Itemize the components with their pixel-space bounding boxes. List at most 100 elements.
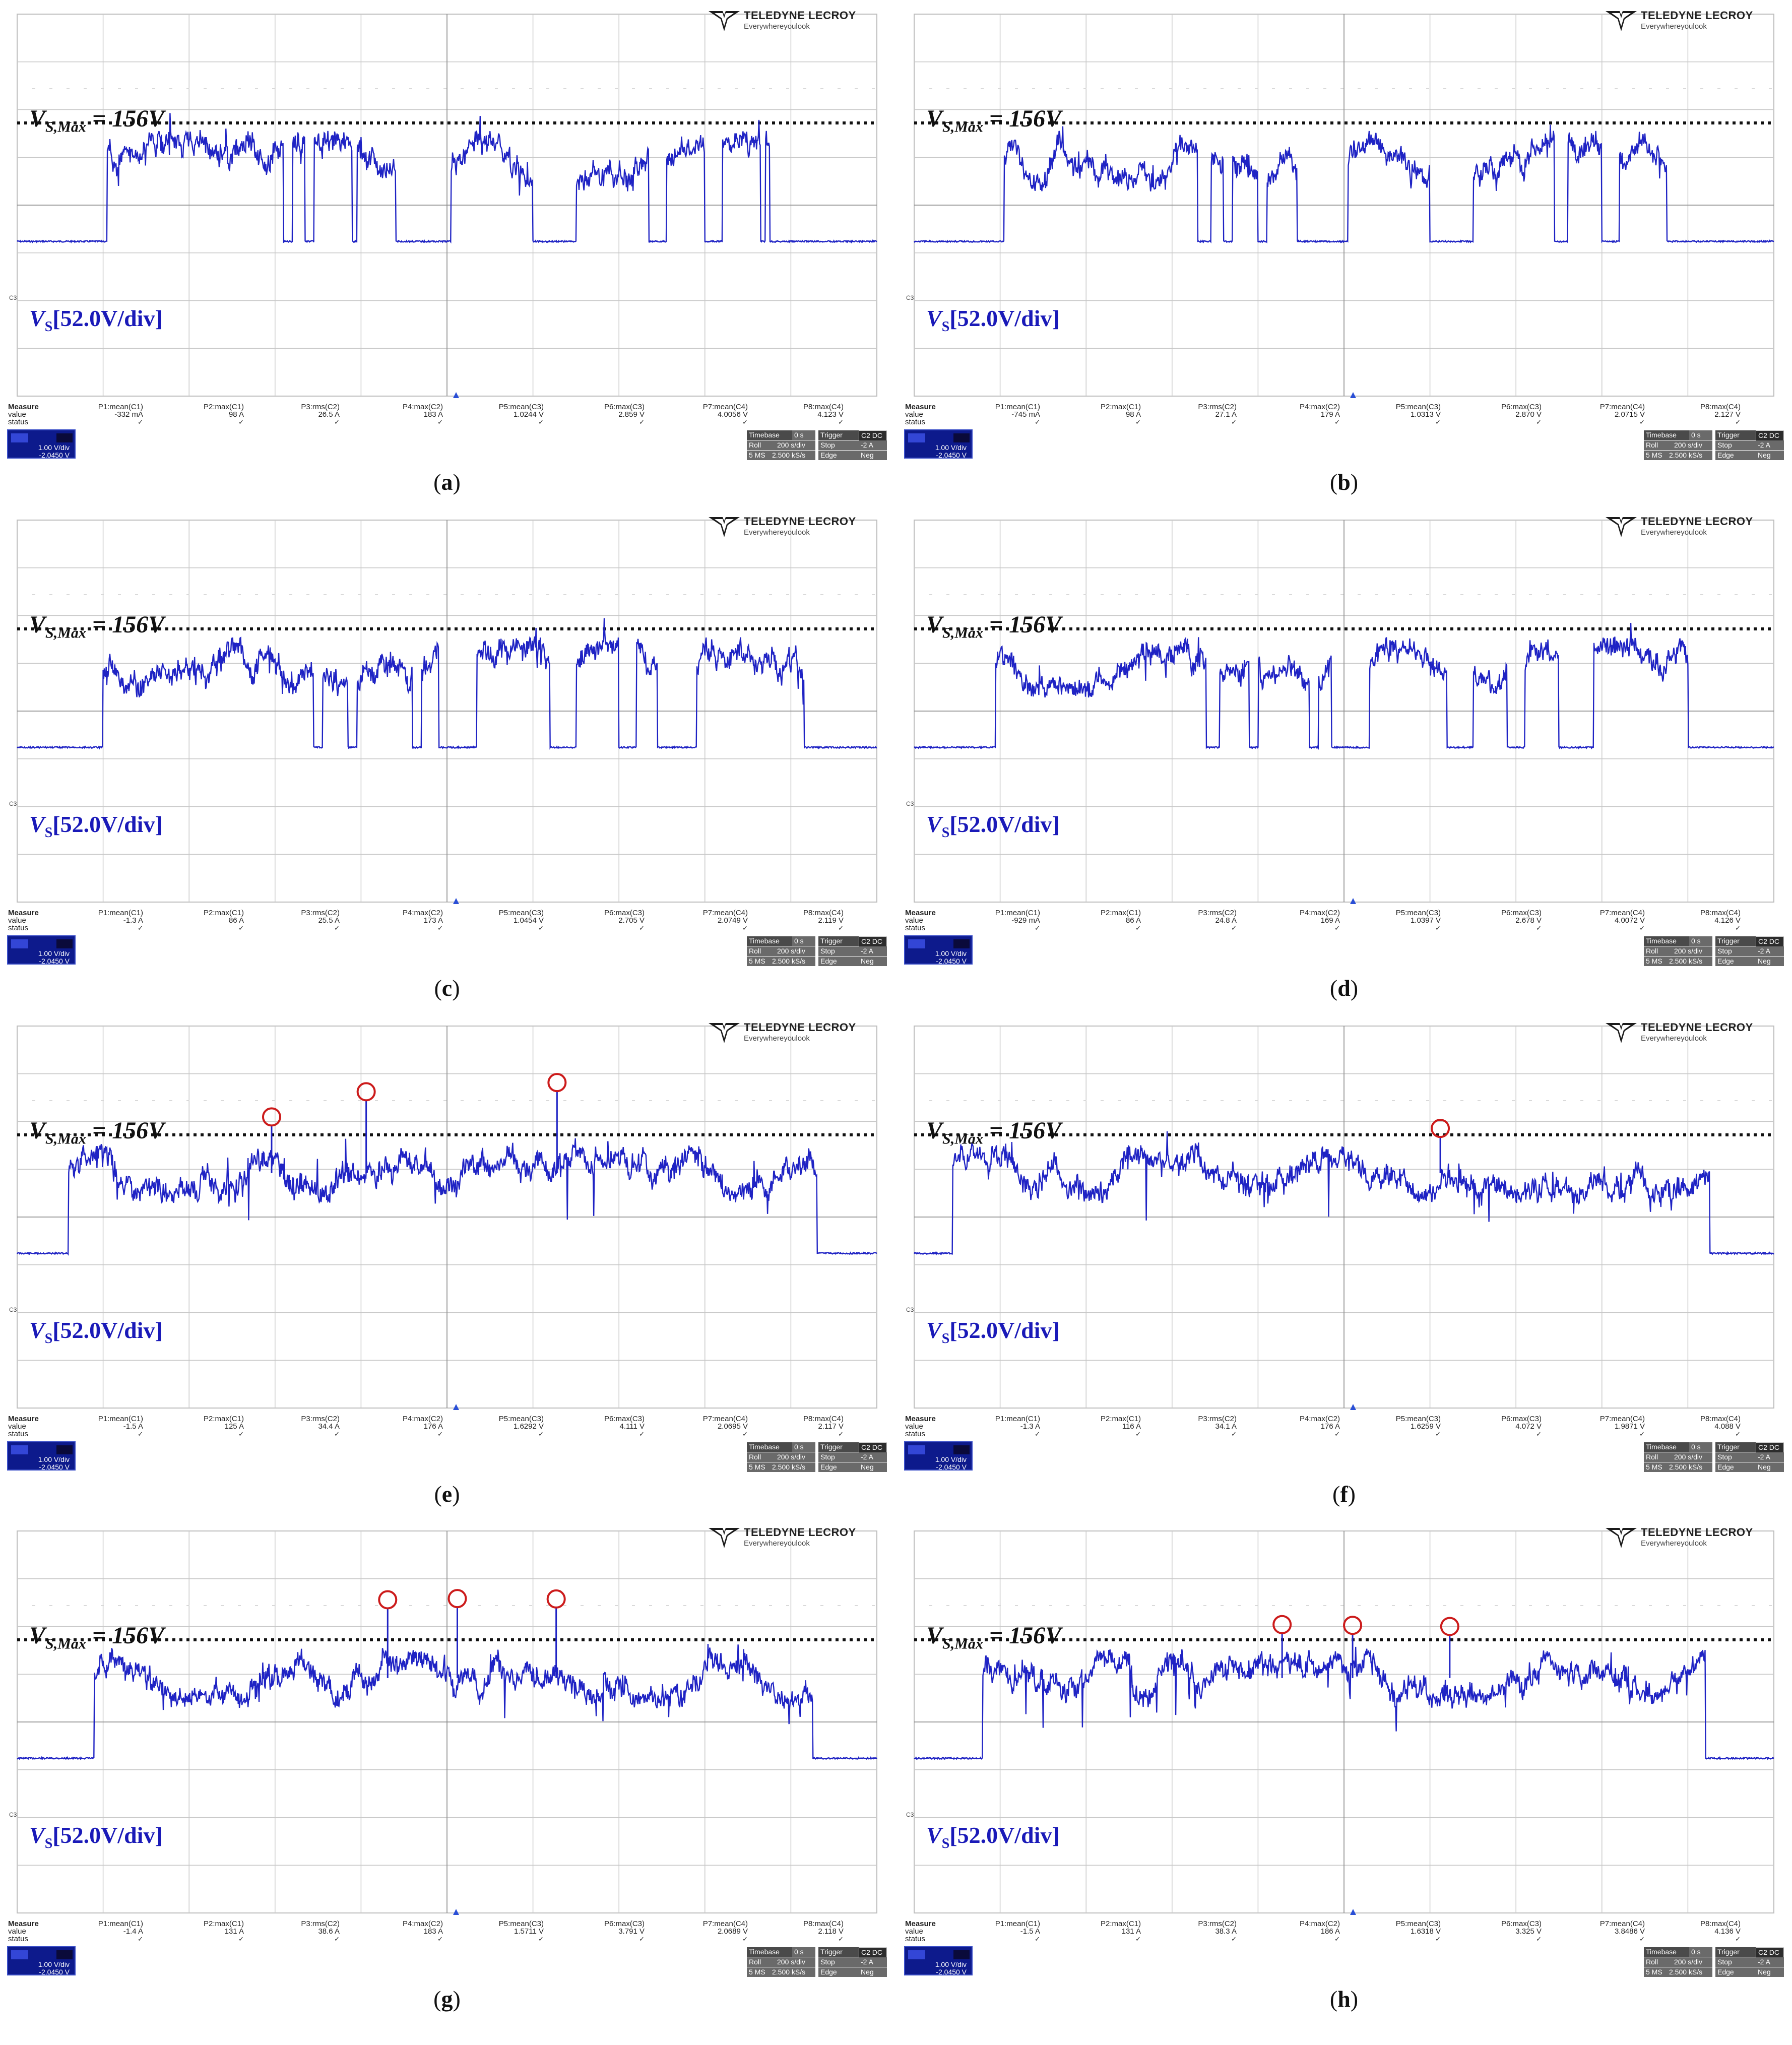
measure-column-5[interactable]: P5:mean(C3) 1.6292 V ✓	[483, 1415, 544, 1438]
measure-column-8[interactable]: P8:max(C4) 4.088 V ✓	[1680, 1415, 1741, 1438]
measure-column-2[interactable]: P2:max(C1) 131 A ✓	[183, 1920, 244, 1943]
timebase-trigger-descriptor[interactable]: Timebase 0 s Trigger C2 DC Roll 200 s/div Stop…	[1644, 1442, 1784, 1473]
measure-column-5[interactable]: P5:mean(C3) 1.0454 V ✓	[483, 909, 544, 932]
measure-column-2[interactable]: P2:max(C1) 125 A ✓	[183, 1415, 244, 1438]
measure-column-7[interactable]: P7:mean(C4) 4.0056 V ✓	[687, 403, 748, 426]
measure-label: Measure	[8, 1415, 39, 1423]
measure-column-3[interactable]: P3:rms(C2) 26.5 A ✓	[279, 403, 340, 426]
measure-column-5[interactable]: P5:mean(C3) 1.0244 V ✓	[483, 403, 544, 426]
measure-column-6[interactable]: P6:max(C3) 4.072 V ✓	[1481, 1415, 1542, 1438]
measure-column-3[interactable]: P3:rms(C2) 38.3 A ✓	[1176, 1920, 1237, 1943]
channel-c3-descriptor[interactable]: 1.00 V/div -2.0450 V	[7, 1946, 76, 1976]
measure-column-6[interactable]: P6:max(C3) 4.111 V ✓	[584, 1415, 645, 1438]
measure-column-1[interactable]: P1:mean(C1) -1.3 A ✓	[83, 909, 143, 932]
channel-c3-descriptor[interactable]: 1.00 V/div -2.0450 V	[904, 429, 973, 459]
measure-column-4[interactable]: P4:max(C2) 176 A ✓	[382, 1415, 443, 1438]
timebase-trigger-descriptor[interactable]: Timebase 0 s Trigger C2 DC Roll 200 s/div Stop…	[747, 1442, 887, 1473]
measure-header: P7:mean(C4)	[702, 1415, 748, 1423]
status-check-icon: ✓	[138, 1935, 143, 1943]
status-check-icon: ✓	[138, 1430, 143, 1438]
measure-column-2[interactable]: P2:max(C1) 98 A ✓	[183, 403, 244, 426]
measure-column-5[interactable]: P5:mean(C3) 1.0397 V ✓	[1380, 909, 1441, 932]
timebase-trigger-descriptor[interactable]: Timebase 0 s Trigger C2 DC Roll 200 s/div Stop…	[1644, 936, 1784, 967]
measure-column-3[interactable]: P3:rms(C2) 27.1 A ✓	[1176, 403, 1237, 426]
measure-column-2[interactable]: P2:max(C1) 86 A ✓	[183, 909, 244, 932]
timebase-delay: 0 s	[792, 1442, 815, 1452]
measure-column-7[interactable]: P7:mean(C4) 2.0749 V ✓	[687, 909, 748, 932]
channel-c3-descriptor[interactable]: 1.00 V/div -2.0450 V	[904, 1441, 973, 1471]
measure-column-7[interactable]: P7:mean(C4) 2.0689 V ✓	[687, 1920, 748, 1943]
measure-column-8[interactable]: P8:max(C4) 2.127 V ✓	[1680, 403, 1741, 426]
teledyne-logo-icon	[709, 1528, 740, 1548]
measure-column-2[interactable]: P2:max(C1) 98 A ✓	[1080, 403, 1141, 426]
measure-column-4[interactable]: P4:max(C2) 173 A ✓	[382, 909, 443, 932]
measure-column-1[interactable]: P1:mean(C1) -332 mA ✓	[83, 403, 143, 426]
vs-scale-value: [52.0V/div]	[949, 1822, 1060, 1848]
timebase-trigger-descriptor[interactable]: Timebase 0 s Trigger C2 DC Roll 200 s/div Stop…	[1644, 1947, 1784, 1977]
status-label: status	[8, 1430, 29, 1438]
measure-column-8[interactable]: P8:max(C4) 4.123 V ✓	[783, 403, 844, 426]
measure-column-7[interactable]: P7:mean(C4) 2.0695 V ✓	[687, 1415, 748, 1438]
status-check-icon: ✓	[1231, 1935, 1237, 1943]
measure-column-7[interactable]: P7:mean(C4) 2.0715 V ✓	[1584, 403, 1645, 426]
channel-c3-descriptor[interactable]: 1.00 V/div -2.0450 V	[7, 429, 76, 459]
measure-column-8[interactable]: P8:max(C4) 2.117 V ✓	[783, 1415, 844, 1438]
measure-column-3[interactable]: P3:rms(C2) 24.8 A ✓	[1176, 909, 1237, 932]
trigger-mode-stop: Stop	[818, 1452, 859, 1462]
measure-column-2[interactable]: P2:max(C1) 86 A ✓	[1080, 909, 1141, 932]
measure-column-2[interactable]: P2:max(C1) 131 A ✓	[1080, 1920, 1141, 1943]
measure-column-1[interactable]: P1:mean(C1) -1.5 A ✓	[83, 1415, 143, 1438]
channel-c3-descriptor[interactable]: 1.00 V/div -2.0450 V	[904, 935, 973, 965]
measure-column-5[interactable]: P5:mean(C3) 1.5711 V ✓	[483, 1920, 544, 1943]
measure-column-4[interactable]: P4:max(C2) 183 A ✓	[382, 1920, 443, 1943]
measure-column-5[interactable]: P5:mean(C3) 1.6318 V ✓	[1380, 1920, 1441, 1943]
status-check-icon: ✓	[1536, 924, 1542, 932]
measure-column-6[interactable]: P6:max(C3) 3.791 V ✓	[584, 1920, 645, 1943]
timebase-trigger-descriptor[interactable]: Timebase 0 s Trigger C2 DC Roll 200 s/div Stop…	[747, 430, 887, 461]
status-check-icon: ✓	[639, 1935, 645, 1943]
measure-column-6[interactable]: P6:max(C3) 2.859 V ✓	[584, 403, 645, 426]
timebase-trigger-descriptor[interactable]: Timebase 0 s Trigger C2 DC Roll 200 s/div Stop…	[1644, 430, 1784, 461]
measure-column-1[interactable]: P1:mean(C1) -1.3 A ✓	[980, 1415, 1040, 1438]
channel-c3-descriptor[interactable]: 1.00 V/div -2.0450 V	[7, 1441, 76, 1471]
channel-c3-descriptor[interactable]: 1.00 V/div -2.0450 V	[7, 935, 76, 965]
measure-column-4[interactable]: P4:max(C2) 183 A ✓	[382, 403, 443, 426]
measure-column-8[interactable]: P8:max(C4) 4.136 V ✓	[1680, 1920, 1741, 1943]
vs-subscript: S	[941, 319, 950, 335]
measure-column-5[interactable]: P5:mean(C3) 1.6259 V ✓	[1380, 1415, 1441, 1438]
timebase-trigger-descriptor[interactable]: Timebase 0 s Trigger C2 DC Roll 200 s/div Stop…	[747, 936, 887, 967]
measure-value: 24.8 A	[1215, 916, 1237, 925]
measure-column-8[interactable]: P8:max(C4) 2.118 V ✓	[783, 1920, 844, 1943]
measure-column-6[interactable]: P6:max(C3) 3.325 V ✓	[1481, 1920, 1542, 1943]
time-per-div: 200 s/div	[775, 1957, 815, 1967]
measure-column-8[interactable]: P8:max(C4) 2.119 V ✓	[783, 909, 844, 932]
measure-column-3[interactable]: P3:rms(C2) 25.5 A ✓	[279, 909, 340, 932]
measure-column-7[interactable]: P7:mean(C4) 3.8486 V ✓	[1584, 1920, 1645, 1943]
caption-open: (	[434, 975, 442, 1001]
caption-open: (	[1329, 975, 1338, 1001]
measure-column-4[interactable]: P4:max(C2) 169 A ✓	[1279, 909, 1340, 932]
measure-column-3[interactable]: P3:rms(C2) 34.1 A ✓	[1176, 1415, 1237, 1438]
timebase-trigger-descriptor[interactable]: Timebase 0 s Trigger C2 DC Roll 200 s/div Stop…	[747, 1947, 887, 1977]
measure-column-5[interactable]: P5:mean(C3) 1.0313 V ✓	[1380, 403, 1441, 426]
channel-c3-descriptor[interactable]: 1.00 V/div -2.0450 V	[904, 1946, 973, 1976]
measure-column-4[interactable]: P4:max(C2) 179 A ✓	[1279, 403, 1340, 426]
measure-column-6[interactable]: P6:max(C3) 2.678 V ✓	[1481, 909, 1542, 932]
measure-column-4[interactable]: P4:max(C2) 186 A ✓	[1279, 1920, 1340, 1943]
measure-column-6[interactable]: P6:max(C3) 2.870 V ✓	[1481, 403, 1542, 426]
measure-column-3[interactable]: P3:rms(C2) 34.4 A ✓	[279, 1415, 340, 1438]
measure-column-1[interactable]: P1:mean(C1) -1.4 A ✓	[83, 1920, 143, 1943]
vs-max-symbol: V	[29, 611, 46, 638]
measure-column-7[interactable]: P7:mean(C4) 4.0072 V ✓	[1584, 909, 1645, 932]
measure-column-8[interactable]: P8:max(C4) 4.126 V ✓	[1680, 909, 1741, 932]
measure-column-1[interactable]: P1:mean(C1) -1.5 A ✓	[980, 1920, 1040, 1943]
measure-header: P8:max(C4)	[803, 403, 844, 411]
measure-column-4[interactable]: P4:max(C2) 176 A ✓	[1279, 1415, 1340, 1438]
measure-column-1[interactable]: P1:mean(C1) -745 mA ✓	[980, 403, 1040, 426]
measure-column-7[interactable]: P7:mean(C4) 1.9871 V ✓	[1584, 1415, 1645, 1438]
vs-max-value: = 156V	[983, 1622, 1062, 1649]
measure-column-1[interactable]: P1:mean(C1) -929 mA ✓	[980, 909, 1040, 932]
measure-column-3[interactable]: P3:rms(C2) 38.6 A ✓	[279, 1920, 340, 1943]
measure-column-2[interactable]: P2:max(C1) 116 A ✓	[1080, 1415, 1141, 1438]
measure-column-6[interactable]: P6:max(C3) 2.705 V ✓	[584, 909, 645, 932]
